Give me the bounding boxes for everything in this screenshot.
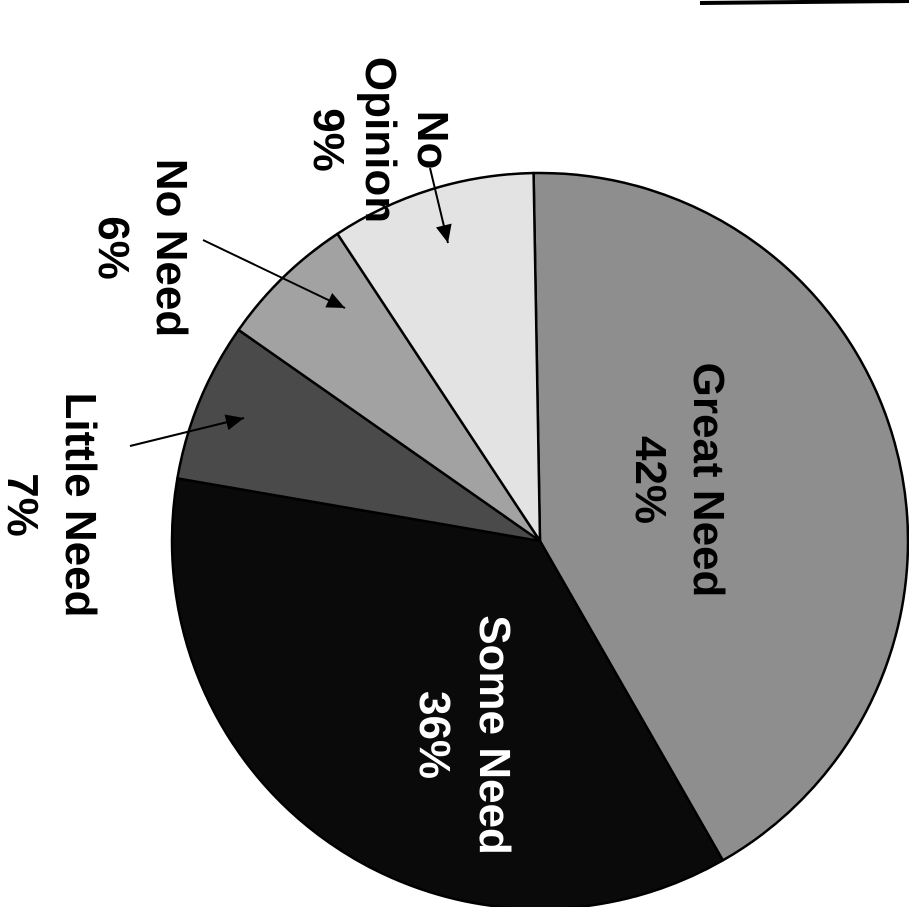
slice-label-no-need-0: No Need <box>147 159 196 337</box>
slice-label-some-need-0: Some Need <box>470 615 519 855</box>
pie-slice-no-opinion <box>336 171 542 543</box>
pie-slices <box>170 171 909 907</box>
arrowhead-no-need <box>325 293 345 308</box>
pie-slice-great-need <box>532 171 909 862</box>
slice-percent-little-need: 7% <box>0 473 47 537</box>
scan-border-line <box>699 0 909 5</box>
arrowhead-little-need <box>224 414 244 431</box>
slice-label-great-need-0: Great Need <box>684 363 733 598</box>
slice-percent-some-need: 36% <box>410 691 459 779</box>
leader-line-little-need <box>129 417 245 447</box>
slice-label-little-need-0: Little Need <box>56 393 105 618</box>
slice-label-no-opinion-0: No <box>408 111 457 170</box>
slice-percent-no-need: 6% <box>89 216 138 280</box>
arrowhead-no-opinion <box>436 223 452 243</box>
slice-label-no-opinion-1: Opinion <box>356 57 405 223</box>
pie-slice-little-need <box>176 328 542 543</box>
slice-percent-no-opinion: 9% <box>304 108 353 172</box>
leader-lines <box>129 167 452 447</box>
pie-slice-no-need <box>237 232 542 543</box>
leader-line-no-need <box>202 239 346 309</box>
pie-slice-some-need <box>170 477 725 907</box>
slice-percent-great-need: 42% <box>626 436 675 524</box>
